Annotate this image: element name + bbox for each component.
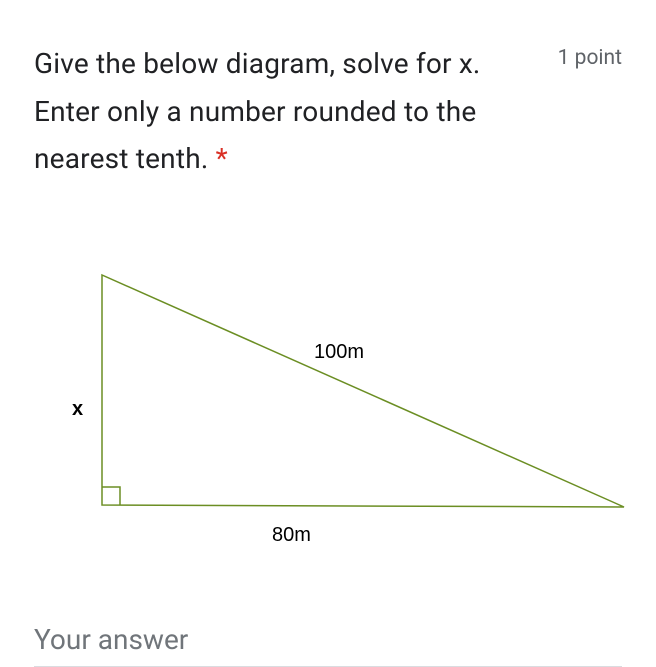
question-header: Give the below diagram, solve for x. Ent… <box>34 40 622 183</box>
triangle-svg: x 100m 80m <box>34 243 634 563</box>
svg-text:x: x <box>72 398 83 420</box>
triangle-diagram: x 100m 80m <box>34 243 622 567</box>
answer-input[interactable] <box>34 617 622 667</box>
svg-text:100m: 100m <box>314 341 364 363</box>
question-text: Give the below diagram, solve for x. Ent… <box>34 40 534 183</box>
points-label: 1 point <box>558 40 622 70</box>
svg-text:80m: 80m <box>272 524 311 546</box>
required-asterisk: * <box>216 142 228 175</box>
question-prompt: Give the below diagram, solve for x. Ent… <box>34 47 481 175</box>
